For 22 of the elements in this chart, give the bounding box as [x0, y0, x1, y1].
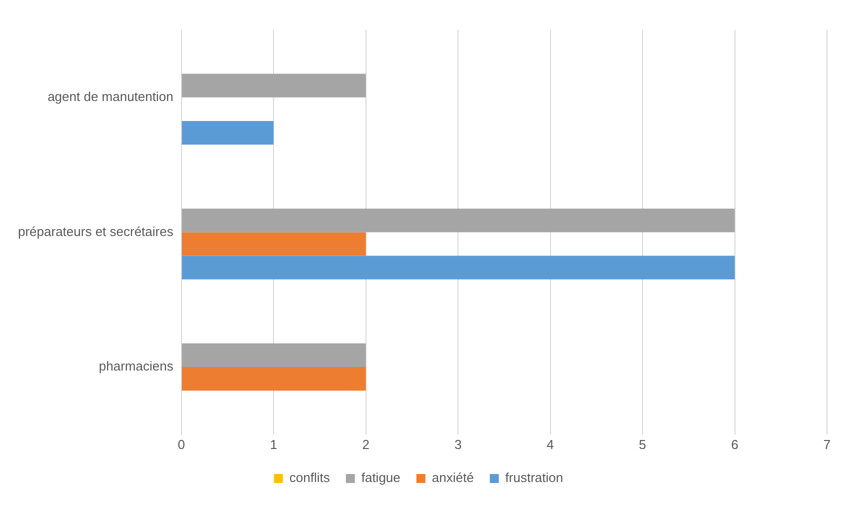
y-tick-label: agent de manutention [48, 88, 174, 104]
legend-label: fatigue [361, 470, 400, 486]
y-tick-label: pharmaciens [98, 358, 174, 374]
legend-label: frustration [505, 470, 564, 486]
x-tick-label: 6 [731, 436, 738, 452]
x-tick-label: 5 [638, 436, 646, 452]
x-tick-label: 3 [454, 436, 462, 452]
bar [182, 367, 366, 391]
bar [182, 74, 366, 98]
y-tick-label: préparateurs et secrétaires [18, 224, 174, 239]
bar [182, 120, 274, 145]
x-tick-label: 2 [362, 436, 370, 452]
bar [182, 343, 366, 367]
x-tick-label: 0 [178, 436, 185, 452]
x-tick-label: 4 [546, 436, 554, 452]
bar [182, 232, 366, 256]
legend-label: anxiété [432, 470, 474, 486]
x-tick-label: 7 [823, 436, 831, 452]
legend-label: conflits [289, 470, 330, 486]
bar [182, 256, 735, 280]
bar [182, 208, 735, 232]
x-tick-label: 1 [270, 436, 278, 452]
